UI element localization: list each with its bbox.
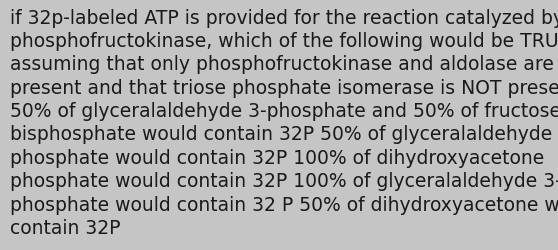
Text: if 32p-labeled ATP is provided for the reaction catalyzed by: if 32p-labeled ATP is provided for the r…: [10, 9, 558, 28]
Text: assuming that only phosphofructokinase and aldolase are: assuming that only phosphofructokinase a…: [10, 55, 554, 74]
Text: present and that triose phosphate isomerase is NOT present?: present and that triose phosphate isomer…: [10, 78, 558, 98]
Text: phosphate would contain 32P 100% of dihydroxyacetone: phosphate would contain 32P 100% of dihy…: [10, 148, 544, 167]
Text: phosphofructokinase, which of the following would be TRUE,: phosphofructokinase, which of the follow…: [10, 32, 558, 51]
Text: phosphate would contain 32 P 50% of dihydroxyacetone would: phosphate would contain 32 P 50% of dihy…: [10, 195, 558, 214]
Text: bisphosphate would contain 32P 50% of glyceralaldehyde 2-: bisphosphate would contain 32P 50% of gl…: [10, 125, 558, 144]
Text: contain 32P: contain 32P: [10, 218, 121, 237]
Text: 50% of glyceralaldehyde 3-phosphate and 50% of fructose 1,6-: 50% of glyceralaldehyde 3-phosphate and …: [10, 102, 558, 121]
Text: phosphate would contain 32P 100% of glyceralaldehyde 3-: phosphate would contain 32P 100% of glyc…: [10, 172, 558, 190]
